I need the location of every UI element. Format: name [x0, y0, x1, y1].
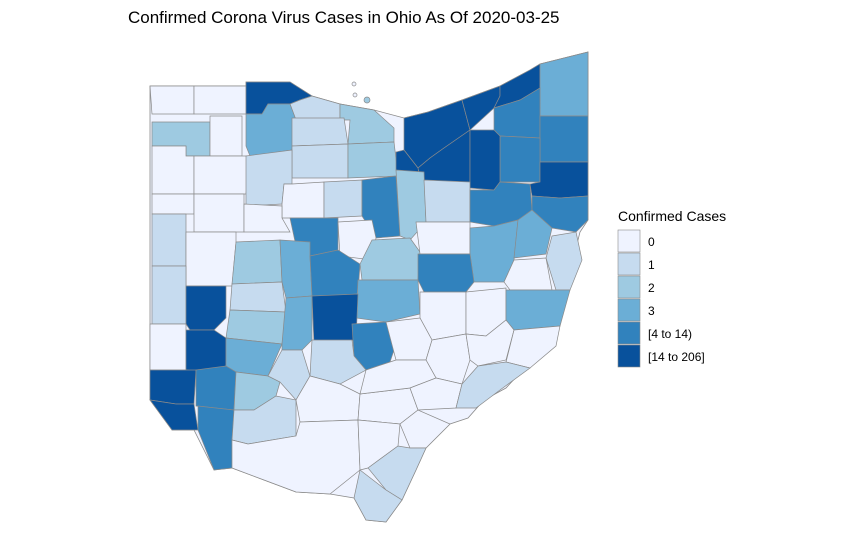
legend-label: 0 — [648, 235, 655, 249]
county — [185, 285, 227, 331]
legend-label: 1 — [648, 258, 655, 272]
county — [513, 209, 553, 259]
county — [185, 231, 237, 287]
county — [409, 377, 463, 411]
legend-swatch — [617, 275, 641, 299]
county — [149, 323, 187, 371]
county — [539, 51, 589, 117]
county — [151, 213, 187, 267]
county — [151, 193, 195, 215]
county — [291, 143, 349, 179]
county — [417, 253, 475, 293]
county — [505, 289, 571, 331]
county — [499, 135, 541, 183]
legend-swatch — [617, 252, 641, 276]
county — [231, 239, 283, 285]
county — [195, 365, 237, 411]
legend-label: [14 to 206] — [648, 350, 705, 364]
county — [311, 293, 359, 345]
county — [291, 117, 349, 147]
county — [323, 179, 363, 219]
legend-swatch — [617, 298, 641, 322]
county — [279, 239, 313, 299]
county — [359, 359, 437, 395]
county — [209, 115, 243, 157]
county — [399, 409, 451, 449]
county — [193, 155, 251, 195]
county — [229, 281, 287, 313]
county — [415, 221, 471, 255]
legend: Confirmed Cases 0 1 2 3 [4 to 14) [14 to 206] — [617, 208, 726, 368]
county — [423, 179, 471, 223]
legend-label: 3 — [648, 304, 655, 318]
county — [347, 141, 399, 179]
lake-erie-islands — [351, 81, 371, 104]
county — [185, 329, 227, 373]
county — [149, 369, 197, 405]
county — [455, 361, 531, 409]
county — [193, 193, 245, 233]
county — [355, 279, 421, 323]
legend-swatch — [617, 229, 641, 253]
county — [197, 405, 235, 471]
county — [281, 295, 313, 351]
county — [243, 203, 291, 233]
legend-swatch — [617, 321, 641, 345]
county — [539, 115, 589, 163]
ohio-county-map — [149, 51, 589, 523]
legend-label: 2 — [648, 281, 655, 295]
legend-swatch — [617, 344, 641, 368]
county — [193, 85, 247, 115]
county — [505, 325, 561, 369]
county — [149, 399, 199, 431]
legend-title: Confirmed Cases — [618, 208, 726, 224]
county — [469, 129, 501, 191]
county — [281, 181, 325, 219]
legend-label: [4 to 14) — [648, 327, 692, 341]
county — [151, 265, 187, 325]
county — [353, 469, 403, 523]
chart-title: Confirmed Corona Virus Cases in Ohio As … — [128, 8, 560, 27]
county — [149, 85, 195, 115]
